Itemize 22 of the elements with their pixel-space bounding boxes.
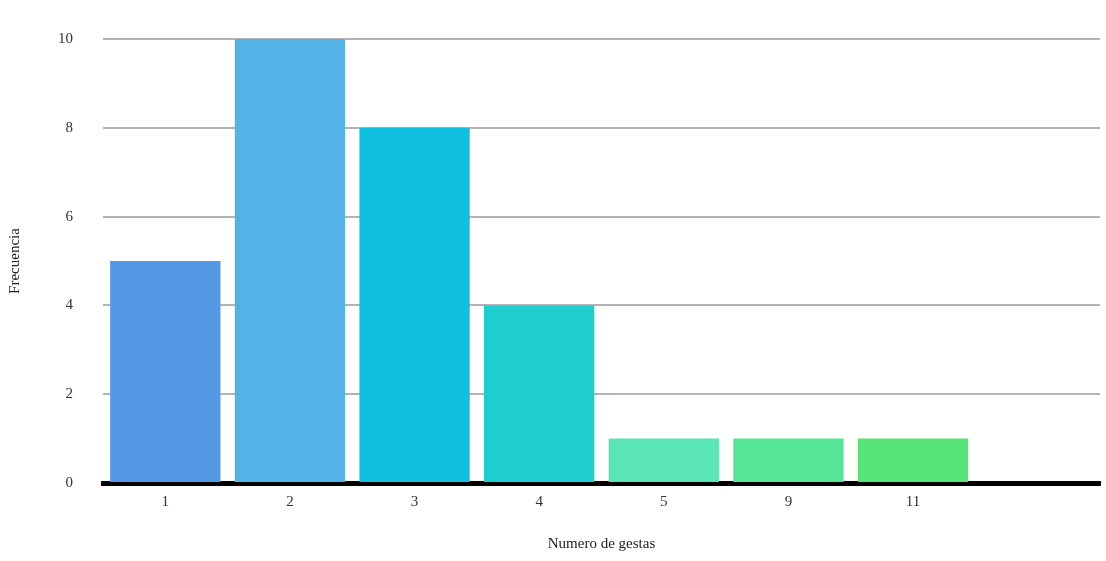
bar xyxy=(608,438,719,482)
y-tick-label: 6 xyxy=(65,207,74,224)
x-tick-label: 11 xyxy=(905,492,921,509)
x-axis-title: Numero de gestas xyxy=(547,534,656,551)
y-tick-label: 8 xyxy=(65,118,73,135)
bar xyxy=(234,39,346,482)
x-tick-label: 2 xyxy=(286,492,294,509)
y-tick-label: 0 xyxy=(65,473,73,490)
y-tick-label: 4 xyxy=(65,296,74,313)
bar xyxy=(359,127,470,482)
y-tick-label: 10 xyxy=(58,29,73,46)
x-tick-label: 3 xyxy=(410,492,419,509)
bar xyxy=(110,261,221,482)
bar xyxy=(857,438,969,482)
x-tick-label: 9 xyxy=(784,492,793,509)
y-tick-label: 2 xyxy=(65,385,73,402)
y-axis-title: Frecuencia xyxy=(5,227,22,294)
bar xyxy=(733,438,844,482)
x-tick-label: 5 xyxy=(660,492,668,509)
x-tick-label: 4 xyxy=(535,492,544,509)
bar xyxy=(484,305,595,482)
x-tick-label: 1 xyxy=(161,492,170,509)
